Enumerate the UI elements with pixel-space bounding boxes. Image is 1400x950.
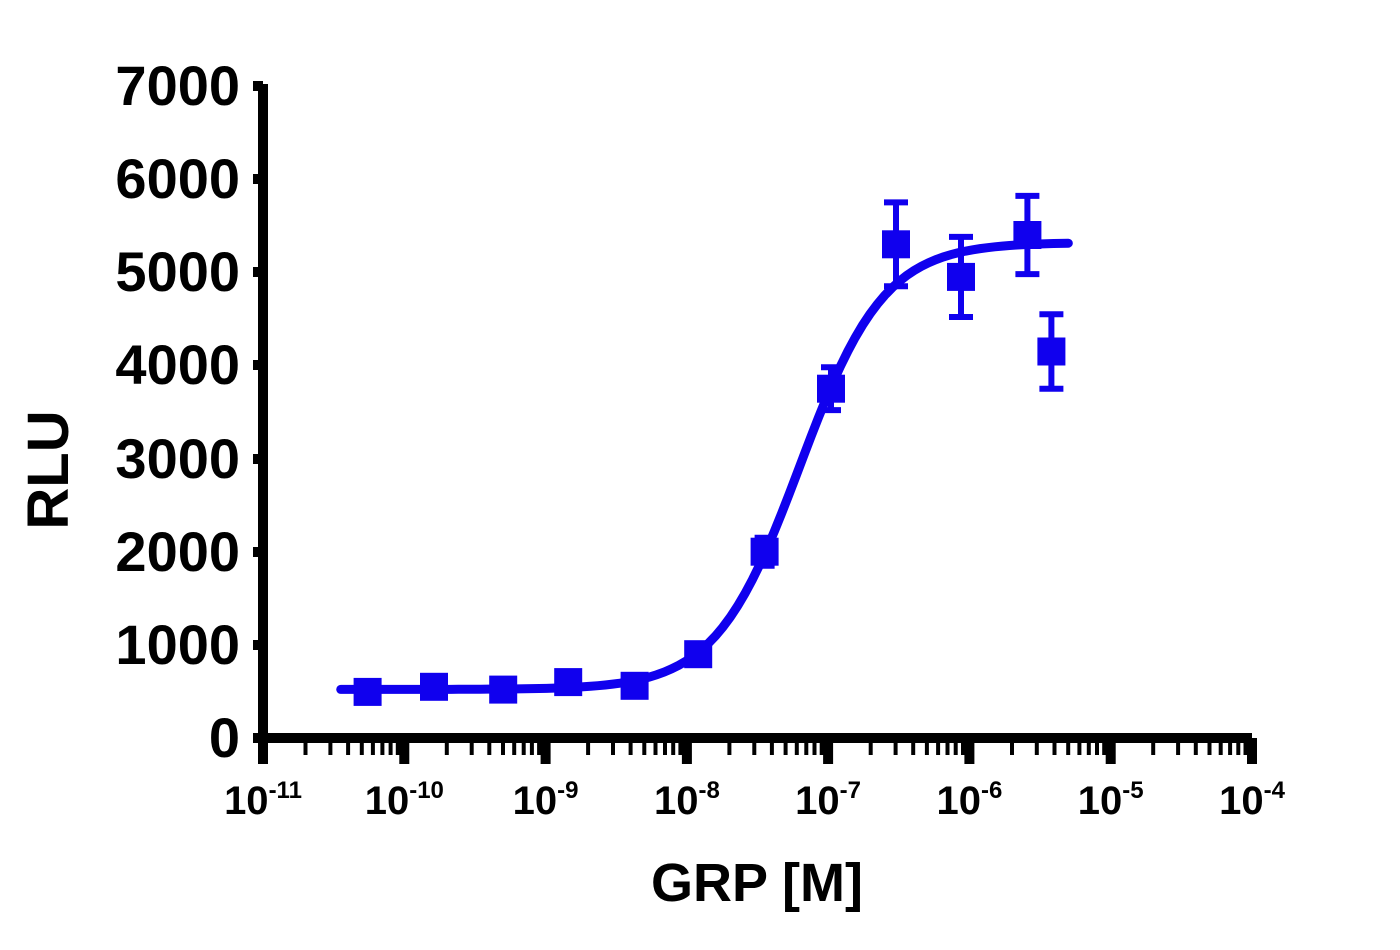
svg-text:10-10: 10-10 xyxy=(365,777,444,823)
svg-text:GRP [M]: GRP [M] xyxy=(651,853,863,913)
svg-text:RLU: RLU xyxy=(16,410,81,529)
svg-text:2000: 2000 xyxy=(115,520,240,583)
svg-text:10-9: 10-9 xyxy=(513,777,579,823)
svg-text:10-7: 10-7 xyxy=(795,777,861,823)
svg-text:0: 0 xyxy=(209,706,240,769)
svg-text:1000: 1000 xyxy=(115,613,240,676)
svg-text:10-11: 10-11 xyxy=(224,777,302,823)
svg-text:10-5: 10-5 xyxy=(1078,777,1144,823)
svg-text:10-8: 10-8 xyxy=(654,777,720,823)
svg-text:10-4: 10-4 xyxy=(1219,777,1285,823)
svg-text:10-6: 10-6 xyxy=(936,777,1002,823)
svg-text:7000: 7000 xyxy=(115,54,240,117)
svg-text:6000: 6000 xyxy=(115,147,240,210)
svg-text:5000: 5000 xyxy=(115,240,240,303)
svg-text:4000: 4000 xyxy=(115,333,240,396)
svg-text:3000: 3000 xyxy=(115,427,240,490)
